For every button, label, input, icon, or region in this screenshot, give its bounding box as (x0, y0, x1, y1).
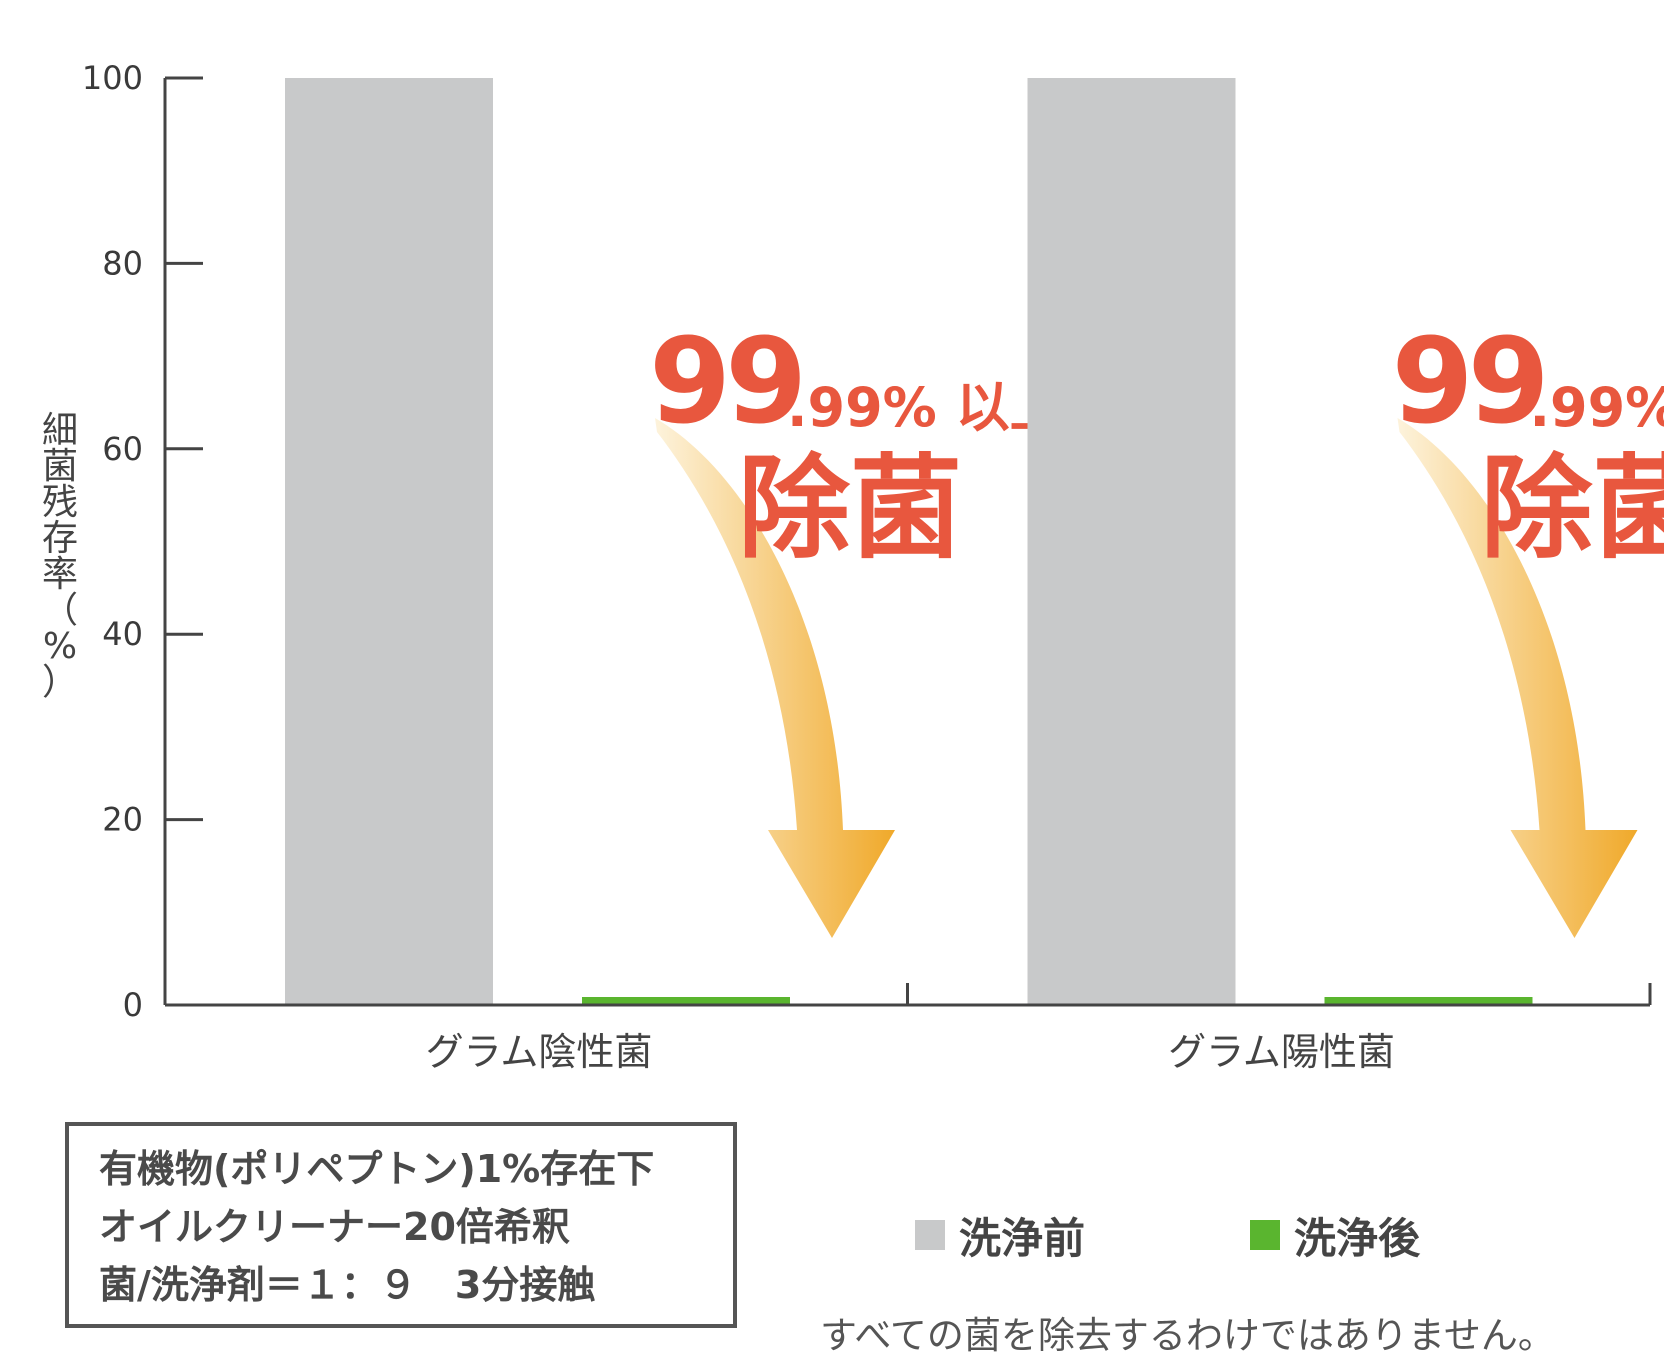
annotation-label: 除菌 (738, 444, 962, 574)
annotation-value-small: .99% 以上 (787, 376, 1064, 439)
y-axis-label-char: 残 (42, 482, 78, 523)
y-axis-label-char: ） (42, 662, 78, 703)
y-axis-label-char: 率 (42, 554, 78, 595)
x-tick-label: グラム陰性菌 (426, 1030, 653, 1074)
legend-item-after: 洗浄後 (1250, 1210, 1420, 1260)
y-tick-label: 100 (82, 59, 143, 97)
condition-line: 有機物(ポリペプトン)1%存在下 (99, 1140, 703, 1198)
legend-swatch-after (1250, 1220, 1280, 1250)
y-axis-label-char: 存 (42, 518, 78, 559)
y-tick-label: 20 (102, 801, 143, 839)
y-axis-label-char: 細 (42, 410, 78, 451)
test-conditions-box: 有機物(ポリペプトン)1%存在下 オイルクリーナー20倍希釈 菌/洗浄剤＝１：９… (65, 1122, 737, 1328)
annotation-value-large: 99 (649, 312, 801, 450)
y-tick-label: 0 (123, 986, 143, 1024)
annotation-label: 除菌 (1481, 444, 1664, 574)
condition-line: オイルクリーナー20倍希釈 (99, 1198, 703, 1256)
y-axis-label-char: % (43, 626, 77, 667)
legend-label-before: 洗浄前 (959, 1205, 1085, 1266)
annotation-value-small: .99% 以上 (1530, 376, 1664, 439)
y-axis-label-char: （ (42, 590, 78, 631)
y-axis-label-char: 菌 (42, 446, 78, 487)
bar-before-wash (285, 78, 493, 1005)
annotation-value-large: 99 (1392, 312, 1544, 450)
condition-line: 菌/洗浄剤＝１：９ 3分接触 (99, 1256, 703, 1314)
y-tick-label: 60 (102, 430, 143, 468)
legend-swatch-before (915, 1220, 945, 1250)
y-tick-label: 80 (102, 244, 143, 282)
disclaimer-footnote: すべての菌を除去するわけではありません。 (820, 1305, 1555, 1359)
y-tick-label: 40 (102, 615, 143, 653)
legend-label-after: 洗浄後 (1294, 1205, 1420, 1266)
x-tick-label: グラム陽性菌 (1168, 1030, 1395, 1074)
legend-item-before: 洗浄前 (915, 1210, 1085, 1260)
bar-before-wash (1028, 78, 1236, 1005)
